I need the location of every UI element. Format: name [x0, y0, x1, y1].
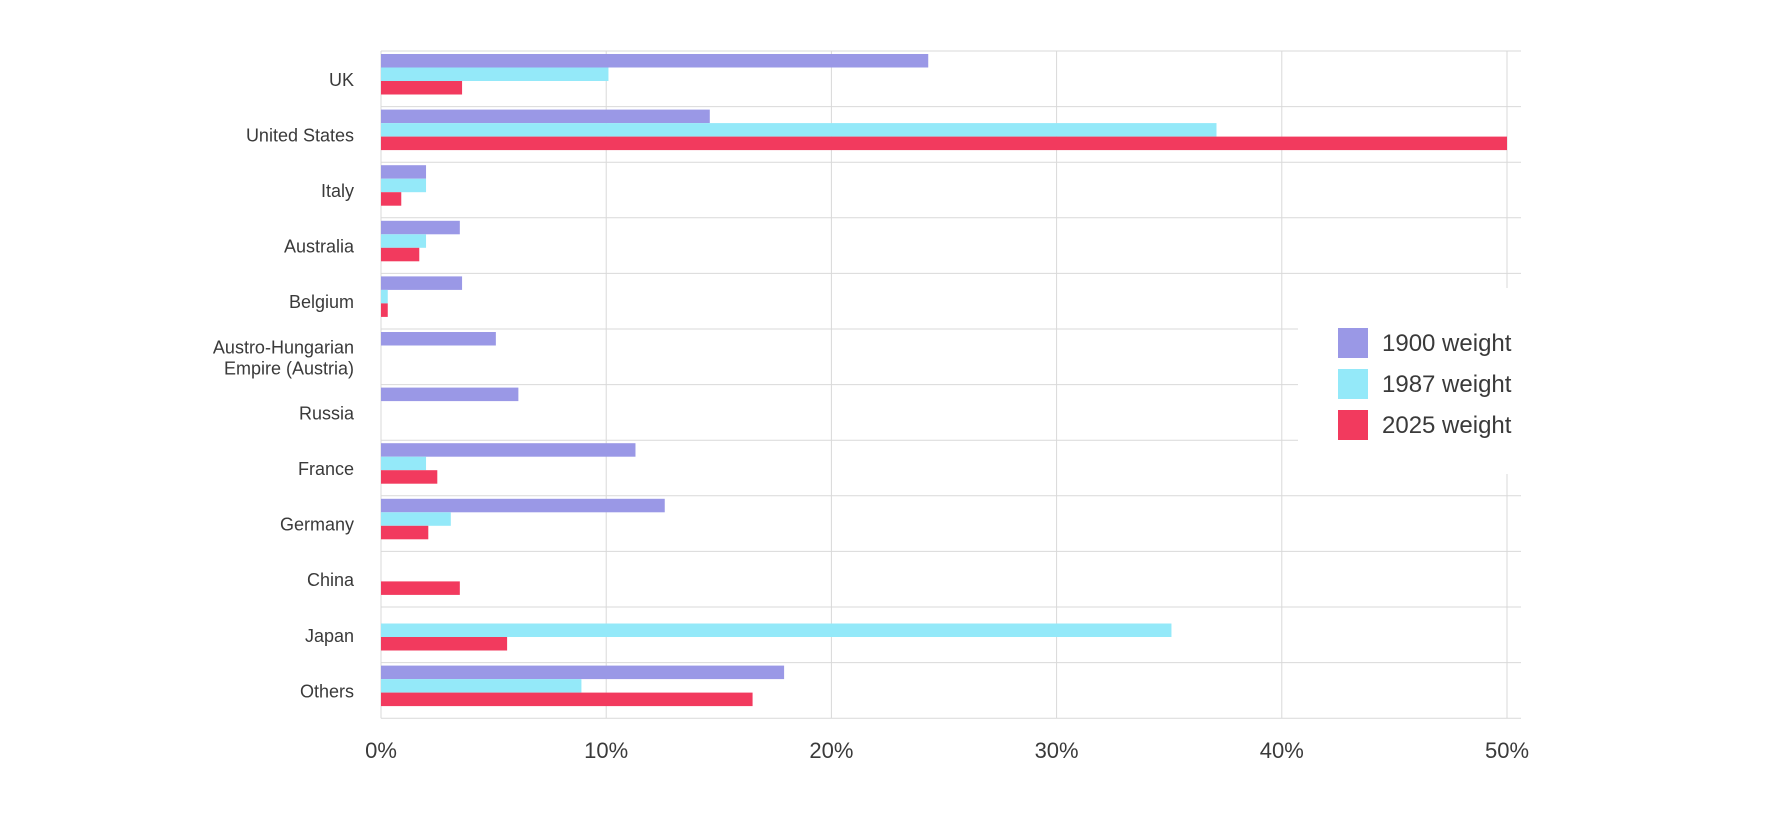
- bar-2025-weight-australia: [381, 247, 420, 262]
- category-label: Italy: [321, 181, 354, 201]
- category-label: Japan: [305, 626, 354, 646]
- bar-1987-weight-united-states: [381, 123, 1217, 137]
- category-label-line: UK: [329, 70, 354, 90]
- grid-layer: [380, 50, 1521, 719]
- category-labels: UK United States Italy Australia Belgium Aust…: [213, 70, 355, 702]
- category-label-line: China: [307, 570, 355, 590]
- x-tick-label: 30%: [1035, 738, 1079, 763]
- category-label: Australia: [284, 237, 355, 257]
- bar-1900-weight-australia: [381, 220, 460, 235]
- category-label: France: [298, 459, 354, 479]
- category-label: Others: [300, 681, 354, 701]
- legend-swatch: [1338, 328, 1368, 358]
- bar-2025-weight-japan: [381, 637, 508, 651]
- bar-1987-weight-japan: [381, 623, 1172, 637]
- bar-1987-weight-others: [381, 679, 582, 693]
- legend-swatch: [1338, 410, 1368, 440]
- legend-label: 2025 weight: [1382, 412, 1512, 439]
- category-label-line: Austro-Hungarian: [213, 337, 354, 357]
- bar-1987-weight-belgium: [381, 289, 388, 304]
- bar-1900-weight-austro-hungarian-empire-austria-: [381, 332, 496, 346]
- bar-2025-weight-germany: [381, 525, 429, 540]
- category-label-line: Empire (Austria): [224, 358, 354, 378]
- category-label-line: Australia: [284, 237, 355, 257]
- category-label-line: France: [298, 459, 354, 479]
- legend-background: [1298, 288, 1534, 474]
- x-tick-label: 0%: [365, 738, 397, 763]
- bar-1987-weight-uk: [381, 67, 609, 81]
- category-label: China: [307, 570, 355, 590]
- bar-2025-weight-united-states: [381, 136, 1507, 151]
- category-label-line: Belgium: [289, 292, 354, 312]
- category-label-line: Russia: [299, 403, 355, 423]
- category-label-line: United States: [246, 125, 354, 145]
- category-label-line: Italy: [321, 181, 354, 201]
- category-label-line: Germany: [280, 515, 354, 535]
- category-label-line: Others: [300, 681, 354, 701]
- bar-2025-weight-italy: [381, 192, 402, 206]
- category-label: Germany: [280, 515, 354, 535]
- legend-label: 1900 weight: [1382, 330, 1512, 357]
- x-tick-label: 40%: [1260, 738, 1304, 763]
- bar-1900-weight-france: [381, 443, 636, 457]
- bar-1900-weight-italy: [381, 165, 427, 179]
- bar-1900-weight-united-states: [381, 109, 710, 124]
- bar-1900-weight-belgium: [381, 276, 463, 290]
- bar-2025-weight-france: [381, 470, 438, 484]
- category-label: UK: [329, 70, 354, 90]
- bar-1987-weight-italy: [381, 178, 427, 193]
- bar-1900-weight-russia: [381, 387, 519, 402]
- category-label: Russia: [299, 403, 355, 423]
- x-axis-ticks: 0% 10% 20% 30% 40% 50%: [365, 738, 1529, 763]
- category-label-line: Japan: [305, 626, 354, 646]
- x-tick-label: 50%: [1485, 738, 1529, 763]
- bar-1987-weight-australia: [381, 234, 427, 248]
- bars-layer: [381, 54, 1507, 707]
- bar-2025-weight-china: [381, 581, 460, 595]
- bar-1900-weight-others: [381, 665, 785, 680]
- bar-2025-weight-belgium: [381, 303, 388, 317]
- bar-2025-weight-others: [381, 692, 753, 707]
- legend: 1900 weight 1987 weight 2025 weight: [1298, 288, 1534, 474]
- x-tick-label: 20%: [809, 738, 853, 763]
- category-label: Belgium: [289, 292, 354, 312]
- category-label: Austro-Hungarian Empire (Austria): [213, 337, 354, 378]
- bar-1987-weight-germany: [381, 512, 451, 526]
- x-tick-label: 10%: [584, 738, 628, 763]
- legend-swatch: [1338, 369, 1368, 399]
- legend-label: 1987 weight: [1382, 371, 1512, 398]
- category-label: United States: [246, 125, 354, 145]
- bar-1900-weight-uk: [381, 54, 929, 68]
- bar-1900-weight-germany: [381, 498, 665, 513]
- bar-2025-weight-uk: [381, 81, 463, 95]
- bar-1987-weight-france: [381, 456, 427, 471]
